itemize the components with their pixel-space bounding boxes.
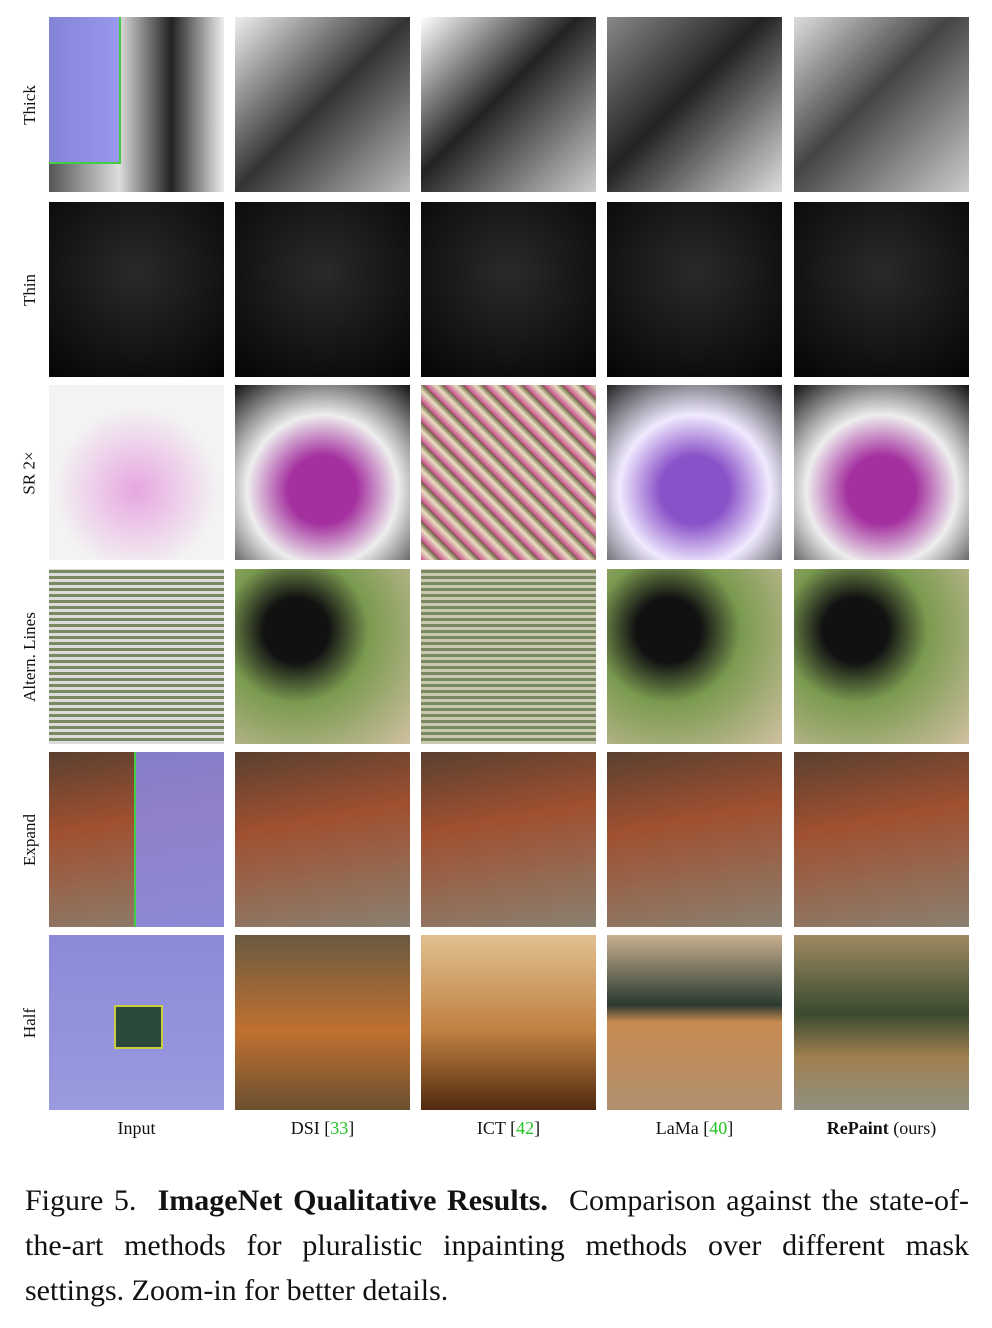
caption-title: ImageNet Qualitative Results. (157, 1184, 548, 1217)
result-image (421, 752, 596, 927)
mask-overlay (49, 17, 121, 164)
result-image (49, 569, 224, 744)
result-image (235, 752, 410, 927)
column-label: DSI [33] (235, 1118, 410, 1139)
result-image (421, 935, 596, 1110)
column-label: ICT [42] (421, 1118, 596, 1139)
method-name: ICT [ (476, 1118, 517, 1138)
result-image (794, 202, 969, 377)
bracket: ] (534, 1118, 541, 1138)
result-image (421, 385, 596, 560)
method-name: LaMa [ (655, 1118, 710, 1138)
result-image (421, 569, 596, 744)
column-label: Input (49, 1118, 224, 1139)
result-image (607, 17, 782, 192)
bracket: ] (727, 1118, 734, 1138)
column-label: LaMa [40] (607, 1118, 782, 1139)
result-image (235, 202, 410, 377)
row-label: Expand (10, 752, 50, 927)
result-image (794, 17, 969, 192)
row-label-text: Thin (19, 273, 39, 306)
mask-overlay (114, 1005, 163, 1049)
result-image (607, 935, 782, 1110)
row-label: Thick (10, 17, 50, 192)
caption: Figure 5. ImageNet Qualitative Results. … (25, 1178, 969, 1313)
result-image (794, 752, 969, 927)
method-name: DSI [ (290, 1118, 331, 1138)
row-label: SR 2× (10, 385, 50, 560)
result-image (49, 202, 224, 377)
result-image (49, 17, 224, 192)
row-label-text: Thick (20, 84, 39, 125)
result-image (49, 935, 224, 1110)
row-label: Altern. Lines (10, 569, 50, 744)
method-note: (ours) (888, 1118, 937, 1138)
result-image (49, 752, 224, 927)
method-name: Input (117, 1118, 156, 1138)
row-label-text: Altern. Lines (20, 611, 40, 702)
result-image (794, 935, 969, 1110)
row-label: Thin (10, 202, 50, 377)
row-label-text: SR 2× (20, 450, 40, 495)
caption-label: Figure 5. (25, 1184, 137, 1217)
result-image (794, 385, 969, 560)
result-image (607, 752, 782, 927)
result-image (235, 935, 410, 1110)
column-label: RePaint (ours) (794, 1118, 969, 1139)
method-name: RePaint (826, 1118, 889, 1138)
mask-overlay (134, 752, 224, 927)
result-image (235, 17, 410, 192)
citation: 33 (330, 1118, 349, 1138)
result-image (235, 569, 410, 744)
result-image (607, 202, 782, 377)
result-image (607, 385, 782, 560)
result-image (421, 17, 596, 192)
citation: 42 (516, 1118, 535, 1138)
row-label: Half (10, 935, 50, 1110)
row-label-text: Expand (20, 813, 39, 866)
bracket: ] (348, 1118, 355, 1138)
result-image (235, 385, 410, 560)
result-image (49, 385, 224, 560)
result-image (421, 202, 596, 377)
row-label-text: Half (20, 1007, 39, 1038)
result-image (607, 569, 782, 744)
citation: 40 (709, 1118, 728, 1138)
caption-text: Comparison against the state-of-the-art … (25, 1184, 970, 1307)
result-image (794, 569, 969, 744)
